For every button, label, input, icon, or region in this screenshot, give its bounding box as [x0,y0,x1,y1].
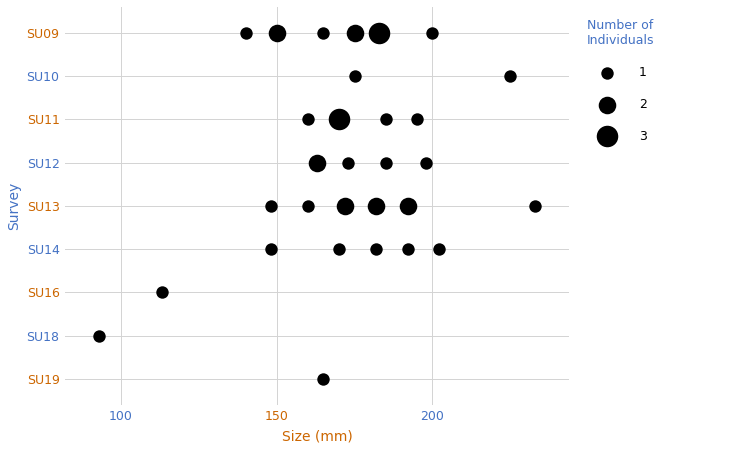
Point [420,159,432,166]
Legend: 1, 2, 3: 1, 2, 3 [580,13,661,149]
Point [371,246,383,253]
Point [426,29,438,36]
Y-axis label: Survey: Survey [7,182,21,230]
Point [271,29,283,36]
Point [239,29,251,36]
Point [374,29,385,36]
Point [342,159,354,166]
Point [302,116,314,123]
Point [302,202,314,210]
Point [155,289,167,296]
Point [380,116,391,123]
Point [333,246,345,253]
Point [504,72,516,80]
Point [318,375,329,382]
Point [402,202,413,210]
Point [93,332,105,339]
Point [349,29,361,36]
Point [265,246,277,253]
Point [349,72,361,80]
Point [312,159,323,166]
Point [411,116,423,123]
Point [371,202,383,210]
Point [433,246,445,253]
Point [380,159,391,166]
Point [529,202,541,210]
Point [402,246,413,253]
Point [339,202,351,210]
X-axis label: Size (mm): Size (mm) [282,429,353,443]
Point [318,29,329,36]
Point [333,116,345,123]
Point [265,202,277,210]
